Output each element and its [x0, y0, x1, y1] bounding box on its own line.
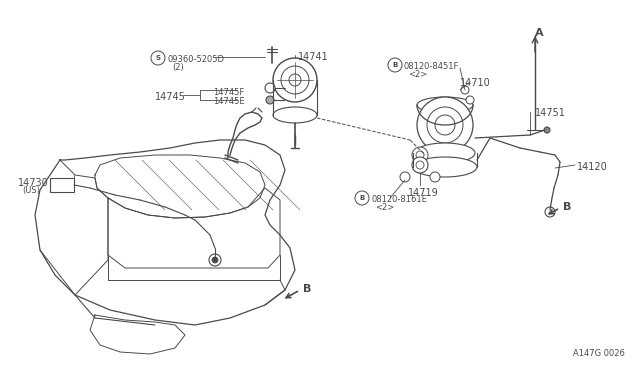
Ellipse shape — [273, 107, 317, 123]
Text: 14745F: 14745F — [213, 88, 244, 97]
Circle shape — [544, 127, 550, 133]
Circle shape — [273, 58, 317, 102]
Text: <2>: <2> — [408, 70, 428, 79]
Text: 08120-8451F: 08120-8451F — [404, 62, 460, 71]
Circle shape — [388, 58, 402, 72]
Text: A147G 0026: A147G 0026 — [573, 349, 625, 358]
Text: 14741: 14741 — [298, 52, 329, 62]
Circle shape — [412, 147, 428, 163]
Circle shape — [266, 96, 274, 104]
Circle shape — [430, 172, 440, 182]
Text: 08120-8161E: 08120-8161E — [371, 195, 427, 204]
Circle shape — [427, 107, 463, 143]
Text: S: S — [156, 55, 161, 61]
Ellipse shape — [413, 157, 477, 177]
Text: 14745: 14745 — [155, 92, 186, 102]
Text: (US): (US) — [22, 186, 40, 195]
Text: 14120: 14120 — [577, 162, 608, 172]
Circle shape — [417, 97, 473, 153]
Text: 14719: 14719 — [408, 188, 439, 198]
Circle shape — [289, 74, 301, 86]
Circle shape — [209, 254, 221, 266]
Circle shape — [281, 66, 309, 94]
Text: 14730: 14730 — [18, 178, 49, 188]
Circle shape — [412, 157, 428, 173]
Circle shape — [435, 115, 455, 135]
Text: B: B — [563, 202, 572, 212]
Text: 14745E: 14745E — [213, 97, 244, 106]
Text: 14751: 14751 — [535, 108, 566, 118]
Ellipse shape — [417, 97, 473, 113]
Text: A: A — [535, 28, 543, 38]
Text: 14710: 14710 — [460, 78, 491, 88]
Text: B: B — [392, 62, 397, 68]
FancyBboxPatch shape — [50, 178, 74, 192]
Text: 09360-5205D: 09360-5205D — [167, 55, 224, 64]
Ellipse shape — [415, 143, 475, 163]
Text: (2): (2) — [172, 63, 184, 72]
Circle shape — [545, 207, 555, 217]
Circle shape — [400, 172, 410, 182]
Text: B: B — [360, 195, 365, 201]
Circle shape — [416, 161, 424, 169]
Text: B: B — [303, 284, 312, 294]
Circle shape — [466, 96, 474, 104]
Circle shape — [212, 257, 218, 263]
Circle shape — [461, 86, 469, 94]
Circle shape — [355, 191, 369, 205]
Circle shape — [265, 83, 275, 93]
Text: <2>: <2> — [375, 203, 394, 212]
Circle shape — [151, 51, 165, 65]
Circle shape — [416, 151, 424, 159]
